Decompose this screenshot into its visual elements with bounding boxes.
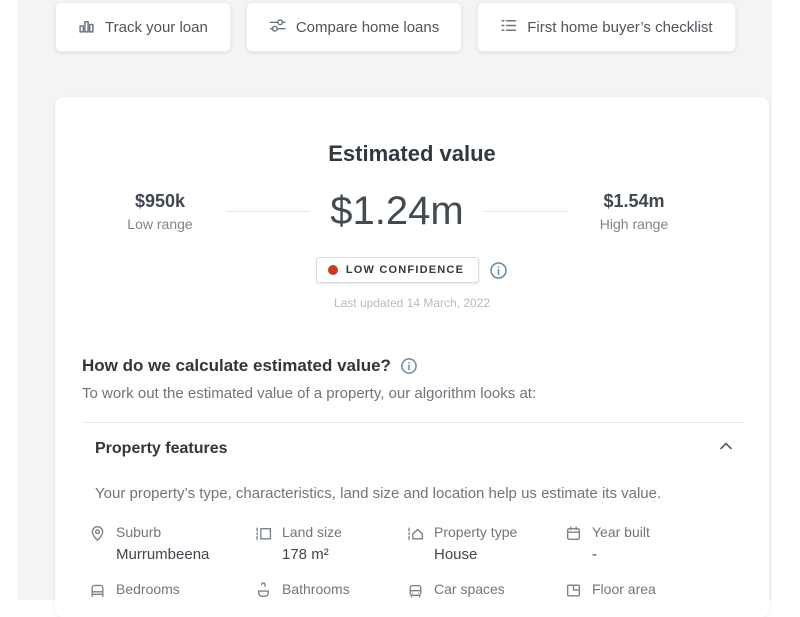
quick-link-label: First home buyer’s checklist [527, 18, 713, 36]
track-your-loan-button[interactable]: Track your loan [55, 2, 231, 52]
feature-bedrooms: Bedrooms [89, 581, 255, 604]
quick-link-label: Compare home loans [295, 18, 440, 36]
feature-suburb: Suburb Murrumbeena [89, 524, 255, 563]
feature-property-type: Property type House [407, 524, 565, 563]
property-features-header[interactable]: Property features [82, 423, 744, 459]
car-icon [407, 581, 424, 604]
property-features-accordion: Property features Your property’s type, … [82, 422, 744, 604]
bath-icon [255, 581, 272, 604]
high-range-block: $1.54m High range [574, 191, 694, 232]
confidence-label: LOW CONFIDENCE [345, 264, 465, 276]
calendar-icon [565, 524, 582, 547]
confidence-row: LOW CONFIDENCE [55, 257, 769, 283]
feature-land-size: Land size 178 m² [255, 524, 407, 563]
high-range-value: $1.54m [603, 191, 665, 211]
low-range-value: $950k [134, 191, 186, 211]
land-size-icon [255, 524, 272, 547]
low-range-label: Low range [127, 216, 193, 232]
confidence-dot-icon [327, 265, 338, 275]
bed-icon [89, 581, 106, 604]
how-we-calculate-section: How do we calculate estimated value? To … [55, 356, 769, 604]
range-divider-left [226, 211, 311, 212]
quick-links-bar: Track your loan Compare home loans First… [55, 2, 736, 52]
house-icon [407, 524, 424, 547]
estimated-mid-value: $1.24m [330, 189, 464, 233]
feature-car-spaces: Car spaces [407, 581, 565, 604]
feature-floor-area: Floor area [565, 581, 744, 604]
quick-link-label: Track your loan [105, 18, 208, 36]
property-features-grid: Suburb Murrumbeena Land size 178 m² [82, 524, 744, 604]
low-range-block: $950k Low range [100, 191, 220, 232]
feature-year-built: Year built - [565, 524, 744, 563]
confidence-badge: LOW CONFIDENCE [315, 257, 480, 283]
first-home-buyer-checklist-button[interactable]: First home buyer’s checklist [477, 2, 736, 52]
checklist-icon [500, 17, 517, 38]
value-range-row: $950k Low range $1.24m $1.54m High range [55, 189, 769, 234]
estimated-value-card: Estimated value $950k Low range $1.24m $… [55, 97, 769, 617]
sliders-icon [269, 17, 286, 38]
how-we-calculate-intro: To work out the estimated value of a pro… [82, 385, 537, 402]
chevron-up-icon [718, 438, 734, 459]
range-divider-right [483, 211, 569, 212]
bar-chart-icon [78, 17, 95, 38]
high-range-label: High range [599, 216, 669, 232]
estimated-value-title: Estimated value [328, 141, 496, 166]
property-features-description: Your property’s type, characteristics, l… [95, 485, 662, 502]
how-we-calculate-heading: How do we calculate estimated value? [82, 356, 391, 375]
compare-home-loans-button[interactable]: Compare home loans [245, 2, 463, 52]
how-info-icon[interactable] [400, 357, 418, 375]
confidence-info-icon[interactable] [489, 261, 508, 280]
location-pin-icon [89, 524, 106, 547]
property-features-title: Property features [95, 439, 228, 457]
floor-plan-icon [565, 581, 582, 604]
last-updated-text: Last updated 14 March, 2022 [333, 296, 491, 310]
feature-bathrooms: Bathrooms [255, 581, 407, 604]
